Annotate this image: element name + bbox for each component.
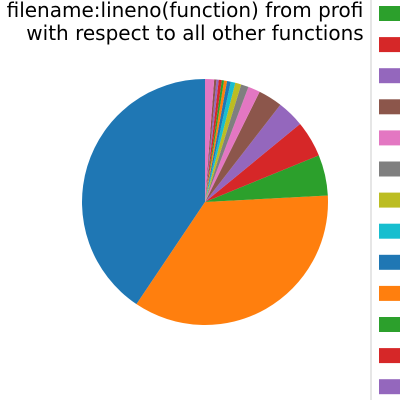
pie-slices — [82, 79, 329, 326]
pie-slice-9 — [205, 82, 242, 202]
chart-title-line-1: filename:lineno(function) from profi — [7, 0, 364, 22]
legend-swatch-3 — [379, 68, 400, 84]
pie-slice-17 — [205, 79, 215, 202]
legend-swatch-10 — [379, 285, 400, 301]
pie-slice-12 — [205, 80, 228, 202]
pie-slice-15 — [205, 79, 219, 202]
pie-slice-16 — [205, 79, 217, 202]
chart-title: filename:lineno(function) from profi wit… — [7, 0, 364, 45]
pie-slice-7 — [205, 86, 260, 202]
pie-slice-13 — [205, 80, 225, 202]
pie-slice-4 — [205, 123, 319, 202]
pie-slice-6 — [205, 91, 281, 202]
pie-slice-8 — [205, 84, 249, 202]
pie-slice-3 — [205, 155, 328, 202]
legend-swatch-7 — [379, 192, 400, 208]
pie-slice-11 — [205, 81, 231, 202]
chart-title-line-2: with respect to all other functions — [26, 21, 363, 45]
pie-slice-10 — [205, 81, 236, 202]
pie-slice-14 — [205, 79, 222, 202]
legend-swatch-12 — [379, 348, 400, 364]
legend-swatch-4 — [379, 99, 400, 115]
legend — [370, 0, 400, 400]
legend-swatch-11 — [379, 317, 400, 332]
legend-swatch-2 — [379, 37, 400, 53]
legend-swatch-5 — [379, 130, 400, 146]
legend-swatch-9 — [379, 254, 400, 270]
pie-slice-1 — [82, 79, 205, 305]
legend-swatch-1 — [379, 6, 400, 21]
legend-swatch-13 — [379, 379, 400, 395]
pie-slice-5 — [205, 104, 301, 202]
legend-swatch-8 — [379, 223, 400, 239]
pie-slice-2 — [136, 195, 329, 326]
legend-swatch-6 — [379, 161, 400, 177]
